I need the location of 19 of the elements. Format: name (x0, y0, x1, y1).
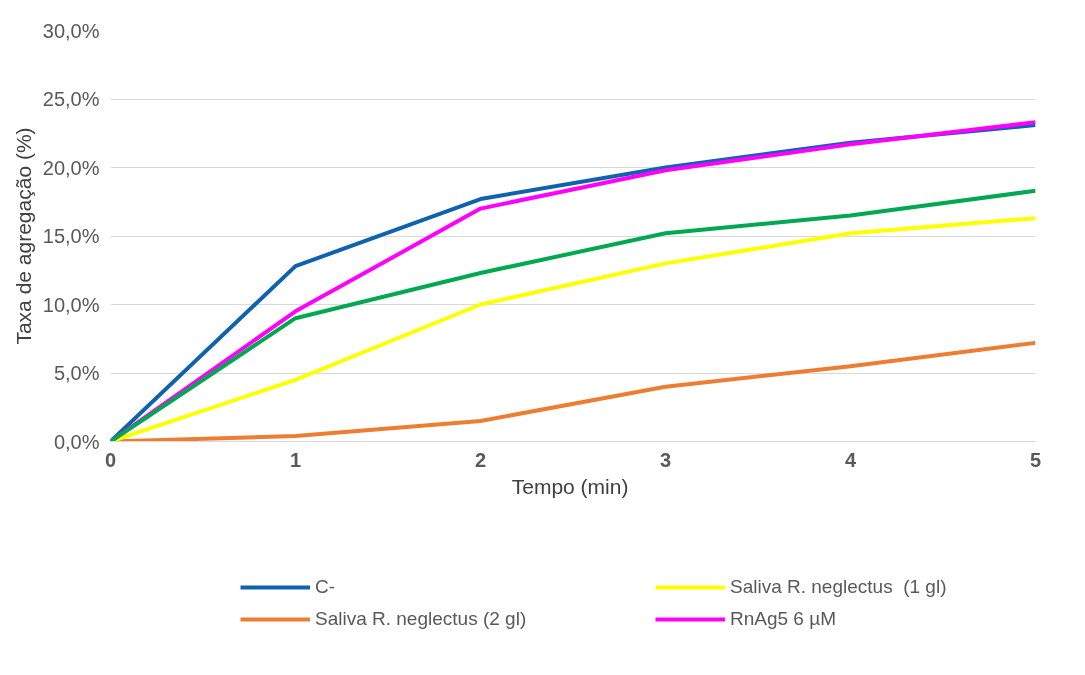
y-tick-label: 15,0% (42, 225, 100, 247)
legend-label: Saliva R. neglectus (2 gl) (315, 608, 528, 630)
legend-label: RnAg5 6 µM (730, 608, 837, 630)
y-tick-label: 25,0% (42, 88, 100, 110)
x-tick-label: 5 (1029, 448, 1042, 471)
x-tick-label: 2 (474, 448, 487, 471)
x-tick-label: 4 (844, 448, 857, 471)
y-tick-label: 30,0% (42, 19, 100, 42)
y-tick-label: 10,0% (42, 293, 100, 316)
x-tick-label: 3 (659, 448, 672, 471)
y-tick-label: 20,0% (42, 156, 100, 179)
x-tick-label: 1 (289, 448, 302, 471)
x-axis-title: Tempo (min) (511, 474, 629, 498)
y-tick-label: 0,0% (53, 430, 100, 453)
y-axis-title: Taxa de agregação (%) (11, 127, 35, 345)
legend-label: C- (315, 576, 337, 598)
x-tick-label: 0 (104, 448, 117, 471)
legend-label: Saliva R. neglectus (1 gl) (730, 576, 948, 598)
y-tick-label: 5,0% (53, 362, 100, 384)
